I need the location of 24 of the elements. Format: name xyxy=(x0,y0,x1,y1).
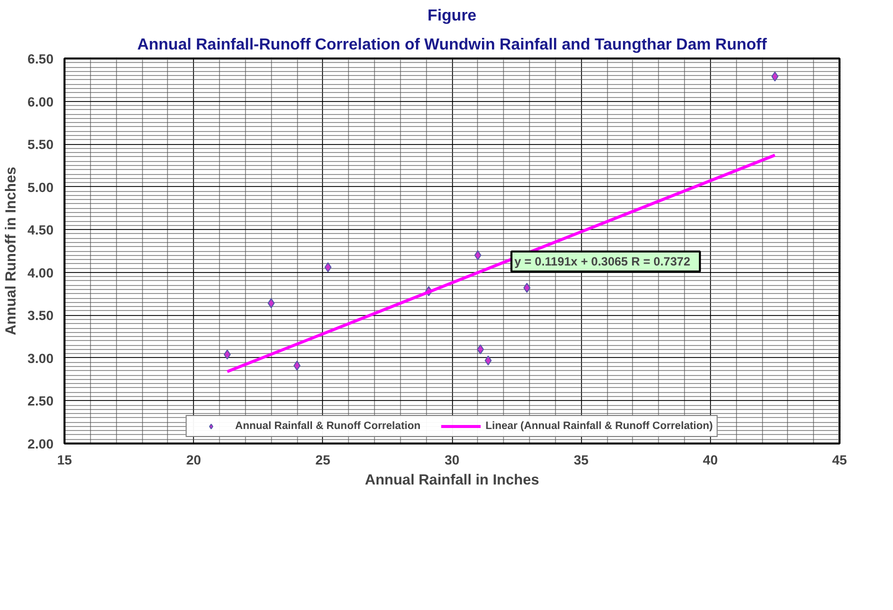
y-axis-title: Annual Runoff in Inches xyxy=(4,166,20,336)
x-tick-label: 30 xyxy=(444,452,460,468)
y-tick-label: 3.50 xyxy=(28,308,54,324)
chart-title: Figure xyxy=(428,8,477,24)
x-axis-title: Annual Rainfall in Inches xyxy=(364,472,540,488)
y-tick-label: 2.50 xyxy=(28,394,54,409)
y-tick-label: 2.00 xyxy=(28,436,54,452)
x-tick-label: 25 xyxy=(315,452,331,468)
y-tick-label: 6.00 xyxy=(28,94,54,110)
x-tick-label: 20 xyxy=(186,452,202,468)
y-tick-label: 3.00 xyxy=(28,350,54,366)
x-tick-label: 15 xyxy=(57,452,72,468)
y-tick-label: 5.00 xyxy=(28,180,54,195)
legend-label: Annual Rainfall & Runoff Correlation xyxy=(235,420,420,432)
y-tick-label: 5.50 xyxy=(28,137,54,152)
x-tick-label: 45 xyxy=(832,452,848,468)
legend-label: Linear (Annual Rainfall & Runoff Correlation) xyxy=(485,420,713,432)
y-tick-label: 4.50 xyxy=(28,222,54,238)
y-tick-label: 4.00 xyxy=(28,265,54,280)
x-tick-label: 40 xyxy=(702,452,718,468)
annotation: y = 0.1191x + 0.3065 R = 0.7372 xyxy=(514,254,691,269)
x-tick-label: 35 xyxy=(574,452,590,468)
chart-subtitle: Annual Rainfall-Runoff Correlation of Wundwin Rainfall and Taungthar Dam Runoff xyxy=(137,36,768,54)
y-tick-label: 6.50 xyxy=(28,52,54,66)
